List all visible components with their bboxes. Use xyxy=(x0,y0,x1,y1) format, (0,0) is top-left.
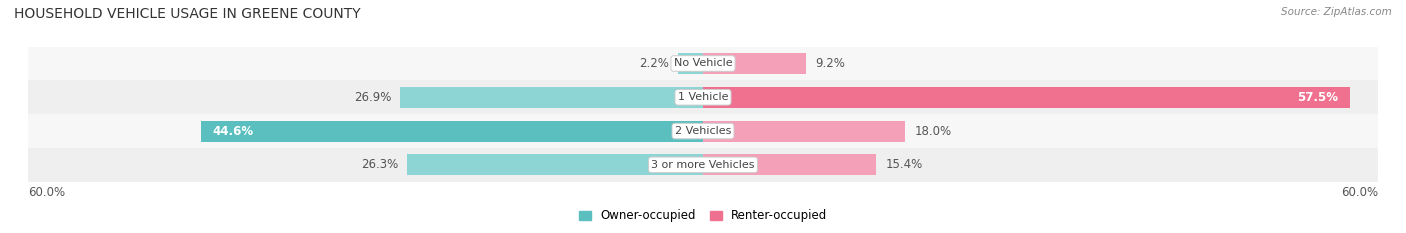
Bar xyxy=(678,53,703,74)
Bar xyxy=(28,114,1378,148)
Text: 9.2%: 9.2% xyxy=(815,57,845,70)
Text: 26.9%: 26.9% xyxy=(354,91,391,104)
Text: 2 Vehicles: 2 Vehicles xyxy=(675,126,731,136)
Bar xyxy=(703,87,1350,108)
Text: 1 Vehicle: 1 Vehicle xyxy=(678,92,728,102)
Bar xyxy=(28,148,1378,182)
Bar xyxy=(201,121,703,141)
Bar xyxy=(401,87,703,108)
Bar xyxy=(408,154,703,175)
Text: 3 or more Vehicles: 3 or more Vehicles xyxy=(651,160,755,170)
Legend: Owner-occupied, Renter-occupied: Owner-occupied, Renter-occupied xyxy=(574,205,832,227)
Text: 60.0%: 60.0% xyxy=(1341,186,1378,199)
Text: No Vehicle: No Vehicle xyxy=(673,58,733,69)
Text: 57.5%: 57.5% xyxy=(1298,91,1339,104)
Text: 18.0%: 18.0% xyxy=(914,125,952,137)
Text: 26.3%: 26.3% xyxy=(361,158,398,171)
Bar xyxy=(28,47,1378,80)
Bar xyxy=(703,121,905,141)
Text: Source: ZipAtlas.com: Source: ZipAtlas.com xyxy=(1281,7,1392,17)
Bar xyxy=(703,53,807,74)
Text: 44.6%: 44.6% xyxy=(212,125,253,137)
Text: 2.2%: 2.2% xyxy=(640,57,669,70)
Bar xyxy=(28,80,1378,114)
Text: 60.0%: 60.0% xyxy=(28,186,65,199)
Text: HOUSEHOLD VEHICLE USAGE IN GREENE COUNTY: HOUSEHOLD VEHICLE USAGE IN GREENE COUNTY xyxy=(14,7,361,21)
Bar xyxy=(703,154,876,175)
Text: 15.4%: 15.4% xyxy=(886,158,922,171)
